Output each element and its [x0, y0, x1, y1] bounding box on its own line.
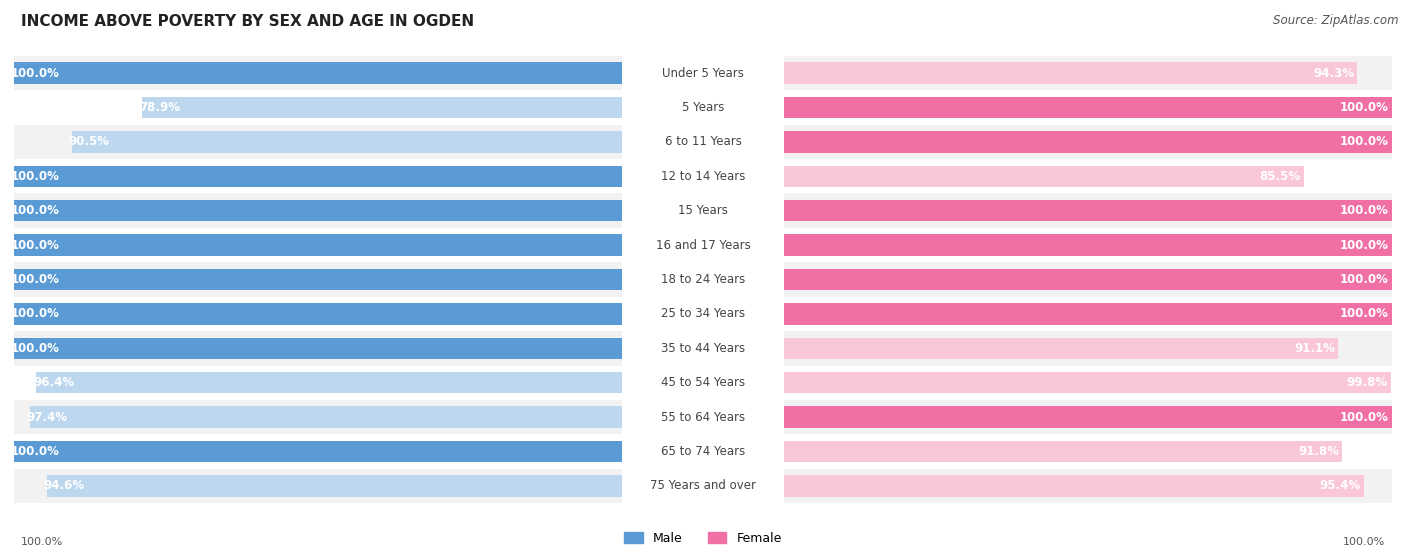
Bar: [785, 56, 1392, 91]
Bar: [14, 441, 621, 462]
Bar: [14, 400, 621, 434]
Bar: [14, 200, 621, 221]
Bar: [14, 56, 621, 91]
Text: 90.5%: 90.5%: [69, 135, 110, 148]
Bar: [14, 63, 621, 84]
Text: 100.0%: 100.0%: [1343, 537, 1385, 547]
Bar: [785, 441, 1343, 462]
Text: 100.0%: 100.0%: [11, 342, 60, 355]
Bar: [785, 159, 1392, 193]
Bar: [14, 434, 621, 468]
Bar: [785, 165, 1303, 187]
Text: 100.0%: 100.0%: [1340, 411, 1389, 424]
Bar: [785, 125, 1392, 159]
Bar: [14, 165, 621, 187]
Bar: [46, 475, 621, 496]
Bar: [785, 475, 1364, 496]
Text: 91.8%: 91.8%: [1298, 445, 1339, 458]
Text: 100.0%: 100.0%: [11, 307, 60, 320]
Text: 100.0%: 100.0%: [11, 170, 60, 183]
Bar: [785, 372, 1391, 394]
Bar: [785, 63, 1357, 84]
Bar: [785, 303, 1392, 325]
Text: 55 to 64 Years: 55 to 64 Years: [661, 411, 745, 424]
Text: Under 5 Years: Under 5 Years: [662, 67, 744, 79]
Bar: [14, 193, 621, 228]
Text: 16 and 17 Years: 16 and 17 Years: [655, 239, 751, 252]
Bar: [142, 97, 621, 118]
Text: 100.0%: 100.0%: [1340, 204, 1389, 217]
Bar: [785, 434, 1392, 468]
Bar: [37, 372, 621, 394]
Bar: [785, 193, 1392, 228]
Bar: [785, 297, 1392, 331]
Text: 100.0%: 100.0%: [21, 537, 63, 547]
Bar: [14, 297, 621, 331]
Bar: [30, 406, 621, 428]
Text: 100.0%: 100.0%: [11, 445, 60, 458]
Text: 35 to 44 Years: 35 to 44 Years: [661, 342, 745, 355]
Text: 65 to 74 Years: 65 to 74 Years: [661, 445, 745, 458]
Bar: [14, 468, 621, 503]
Bar: [14, 228, 621, 262]
Text: 100.0%: 100.0%: [11, 239, 60, 252]
Text: 85.5%: 85.5%: [1260, 170, 1301, 183]
Text: 45 to 54 Years: 45 to 54 Years: [661, 376, 745, 389]
Text: 100.0%: 100.0%: [11, 273, 60, 286]
Bar: [785, 131, 1392, 153]
Text: Source: ZipAtlas.com: Source: ZipAtlas.com: [1274, 14, 1399, 27]
Bar: [785, 366, 1392, 400]
Bar: [14, 269, 621, 290]
Bar: [14, 159, 621, 193]
Text: 5 Years: 5 Years: [682, 101, 724, 114]
Bar: [14, 366, 621, 400]
Text: 99.8%: 99.8%: [1347, 376, 1388, 389]
Bar: [785, 468, 1392, 503]
Legend: Male, Female: Male, Female: [619, 527, 787, 550]
Text: INCOME ABOVE POVERTY BY SEX AND AGE IN OGDEN: INCOME ABOVE POVERTY BY SEX AND AGE IN O…: [21, 14, 474, 29]
Bar: [785, 400, 1392, 434]
Text: 94.3%: 94.3%: [1313, 67, 1354, 79]
Bar: [785, 97, 1392, 118]
Text: 100.0%: 100.0%: [1340, 239, 1389, 252]
Bar: [785, 406, 1392, 428]
Text: 94.6%: 94.6%: [44, 480, 84, 492]
Bar: [785, 262, 1392, 297]
Bar: [14, 125, 621, 159]
Bar: [785, 331, 1392, 366]
Bar: [72, 131, 621, 153]
Bar: [14, 262, 621, 297]
Text: 96.4%: 96.4%: [32, 376, 75, 389]
Text: 18 to 24 Years: 18 to 24 Years: [661, 273, 745, 286]
Text: 12 to 14 Years: 12 to 14 Years: [661, 170, 745, 183]
Text: 100.0%: 100.0%: [11, 67, 60, 79]
Bar: [785, 228, 1392, 262]
Text: 97.4%: 97.4%: [27, 411, 67, 424]
Bar: [785, 91, 1392, 125]
Bar: [785, 200, 1392, 221]
Text: 6 to 11 Years: 6 to 11 Years: [665, 135, 741, 148]
Text: 25 to 34 Years: 25 to 34 Years: [661, 307, 745, 320]
Text: 91.1%: 91.1%: [1294, 342, 1334, 355]
Bar: [14, 338, 621, 359]
Text: 75 Years and over: 75 Years and over: [650, 480, 756, 492]
Text: 95.4%: 95.4%: [1320, 480, 1361, 492]
Bar: [14, 331, 621, 366]
Text: 100.0%: 100.0%: [11, 204, 60, 217]
Bar: [785, 234, 1392, 256]
Bar: [14, 91, 621, 125]
Text: 100.0%: 100.0%: [1340, 307, 1389, 320]
Text: 78.9%: 78.9%: [139, 101, 180, 114]
Bar: [14, 234, 621, 256]
Text: 15 Years: 15 Years: [678, 204, 728, 217]
Text: 100.0%: 100.0%: [1340, 273, 1389, 286]
Text: 100.0%: 100.0%: [1340, 135, 1389, 148]
Bar: [785, 338, 1339, 359]
Bar: [14, 303, 621, 325]
Text: 100.0%: 100.0%: [1340, 101, 1389, 114]
Bar: [785, 269, 1392, 290]
